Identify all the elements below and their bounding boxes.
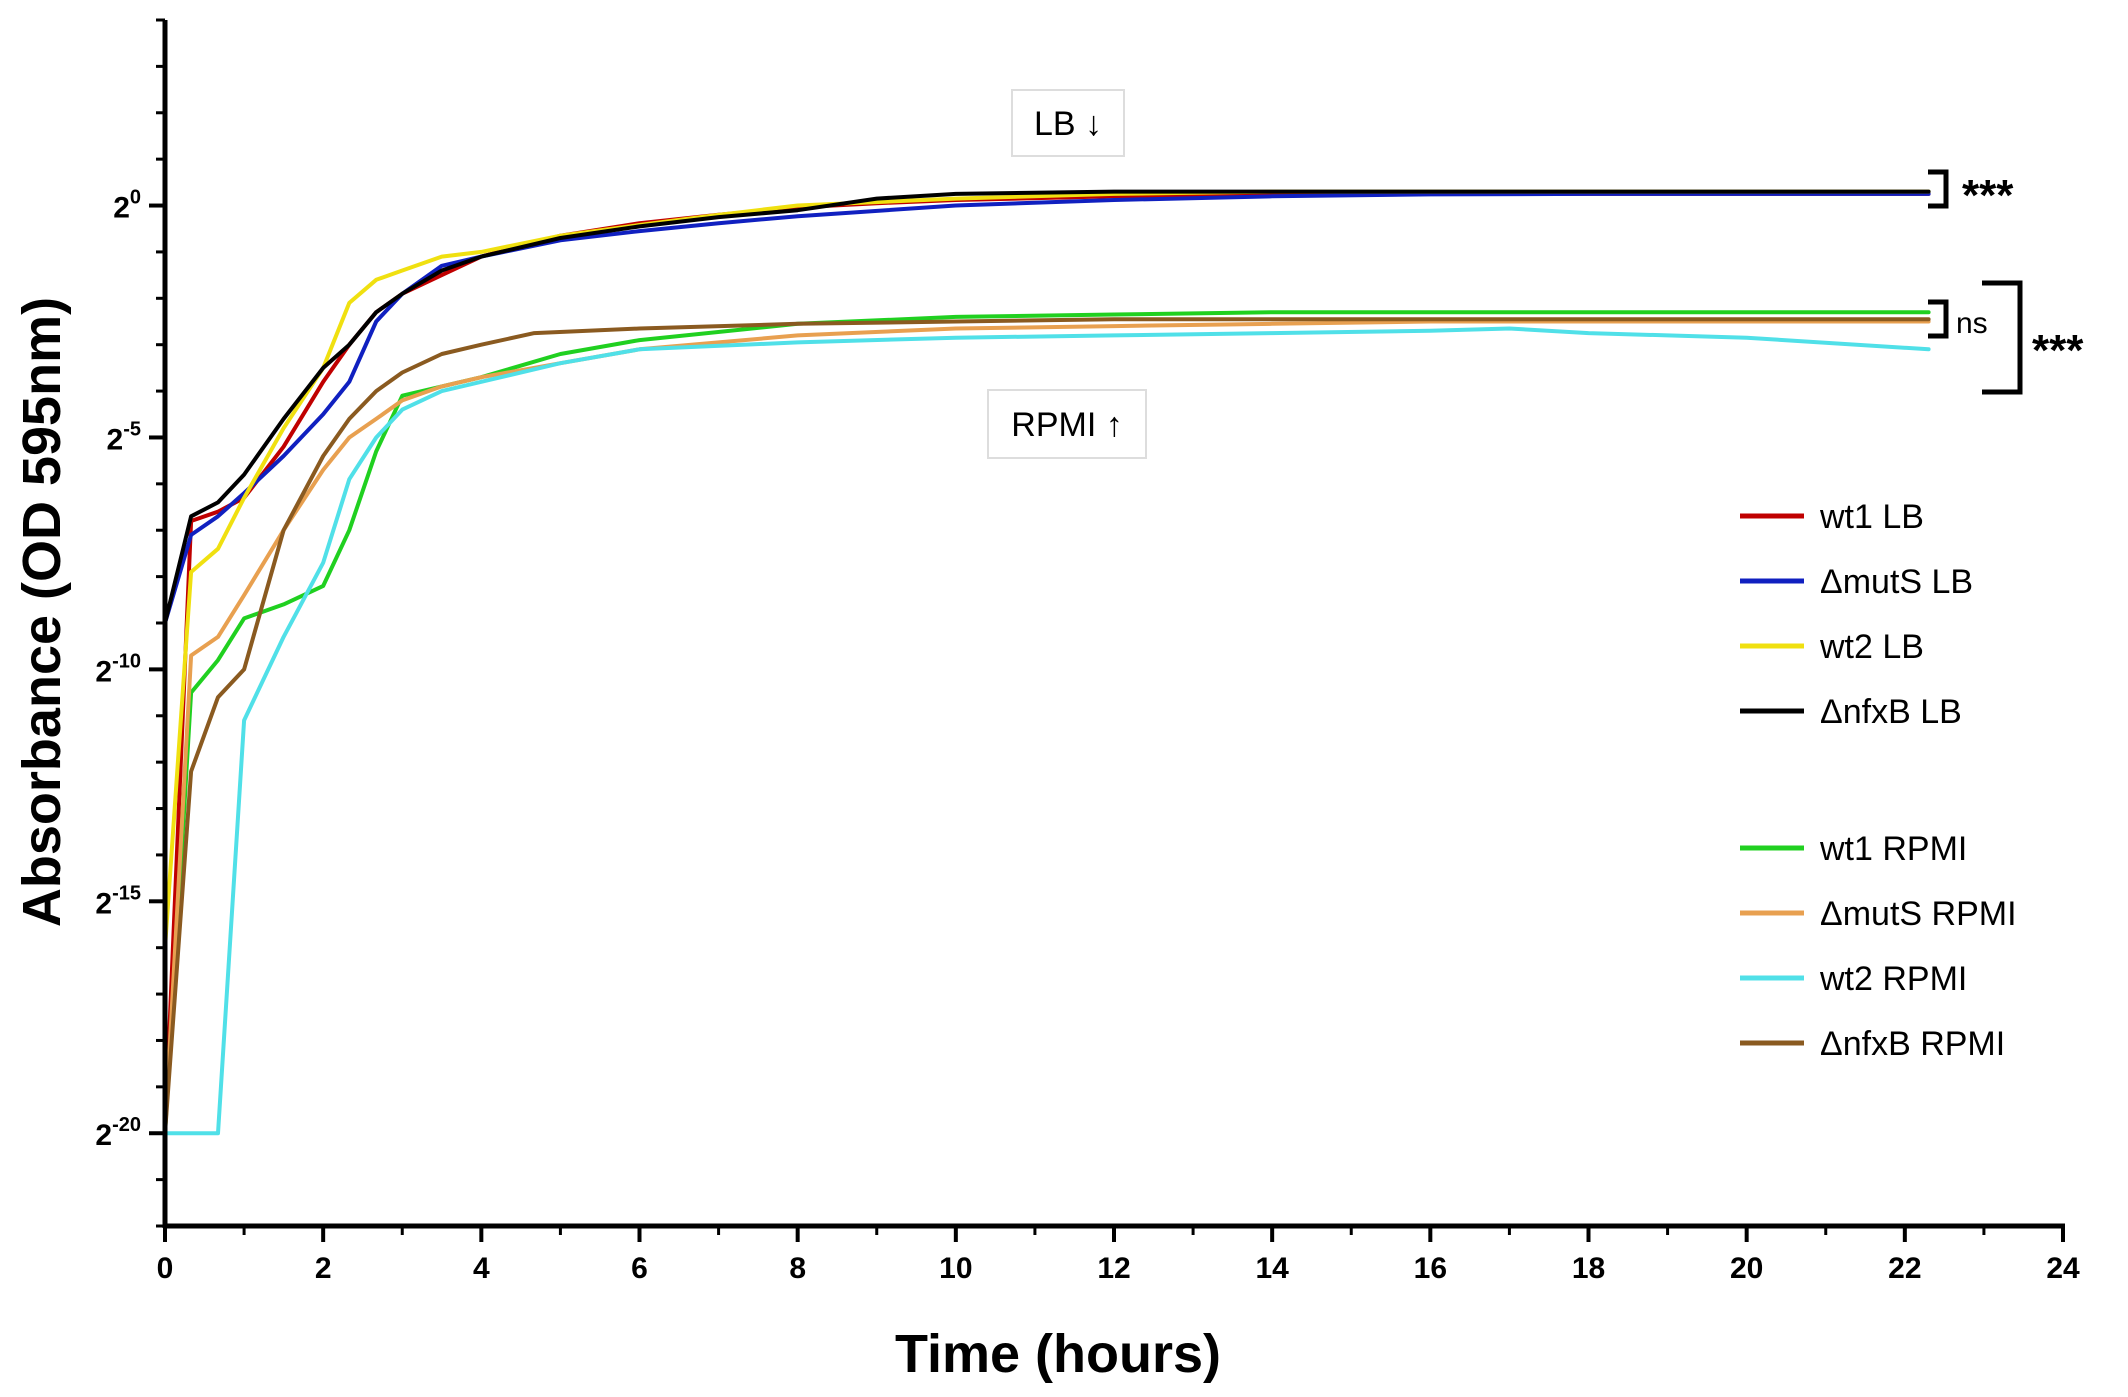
x-tick-label: 14 — [1255, 1252, 1289, 1285]
y-tick-label: 2-15 — [95, 882, 141, 920]
lb-annotation: LB ↓ — [1011, 89, 1125, 157]
x-tick-label: 20 — [1730, 1252, 1763, 1285]
series-line-2 — [163, 189, 1931, 950]
lb-annotation-label: LB ↓ — [1034, 105, 1102, 143]
significance-brackets — [1928, 169, 2023, 395]
x-tick-label: 16 — [1414, 1252, 1447, 1285]
rpmi-annotation: RPMI ↑ — [987, 389, 1147, 459]
series-line-5 — [163, 319, 1931, 1136]
x-tick-label: 8 — [789, 1252, 806, 1285]
legend-label: ΔmutS LB — [1820, 563, 1973, 601]
legend-label: ΔnfxB LB — [1820, 693, 1962, 731]
x-tick-label: 12 — [1097, 1252, 1130, 1285]
x-tick-label: 0 — [157, 1252, 174, 1285]
legend-label: wt2 LB — [1819, 628, 1924, 666]
y-tick-label: 2-5 — [107, 418, 141, 456]
rpmi-annotation-box — [987, 389, 1147, 459]
bracket-between — [1982, 280, 2023, 395]
y-axis-title: Absorbance (OD 595nm) — [12, 297, 72, 927]
legend-label: ΔmutS RPMI — [1820, 895, 2017, 933]
series-layer — [163, 189, 1931, 1136]
y-tick-label: 2-10 — [95, 650, 141, 688]
legend-label: wt2 RPMI — [1819, 960, 1967, 998]
bracket-ns — [1928, 299, 1949, 339]
y-tick-label: 2-20 — [95, 1114, 141, 1152]
legend-label: ΔnfxB RPMI — [1820, 1025, 2005, 1063]
y-tick-label: 20 — [113, 187, 141, 225]
legend-label: wt1 LB — [1819, 498, 1924, 536]
bracket-lb — [1928, 169, 1949, 209]
x-tick-label: 24 — [2046, 1252, 2080, 1285]
sig-lb-label: *** — [1962, 171, 2014, 220]
legend-label: wt1 RPMI — [1819, 830, 1967, 868]
x-tick-label: 22 — [1888, 1252, 1921, 1285]
series-line-7 — [163, 317, 1931, 1136]
lb-annotation-box — [1011, 89, 1125, 157]
x-tick-label: 10 — [939, 1252, 972, 1285]
series-line-6 — [163, 326, 1931, 1136]
sig-ns-label: ns — [1956, 307, 1988, 340]
x-axis-title: Time (hours) — [895, 1324, 1221, 1384]
x-tick-label: 2 — [315, 1252, 332, 1285]
x-tick-label: 18 — [1572, 1252, 1605, 1285]
rpmi-annotation-label: RPMI ↑ — [1011, 406, 1122, 444]
sig-between-label: *** — [2032, 326, 2084, 375]
x-tick-label: 4 — [473, 1252, 490, 1285]
x-tick-label: 6 — [631, 1252, 648, 1285]
series-line-3 — [163, 189, 1931, 625]
legend: wt1 LB ΔmutS LB wt2 LB ΔnfxB LB wt1 RPMI Δmut… — [1740, 498, 2017, 1063]
